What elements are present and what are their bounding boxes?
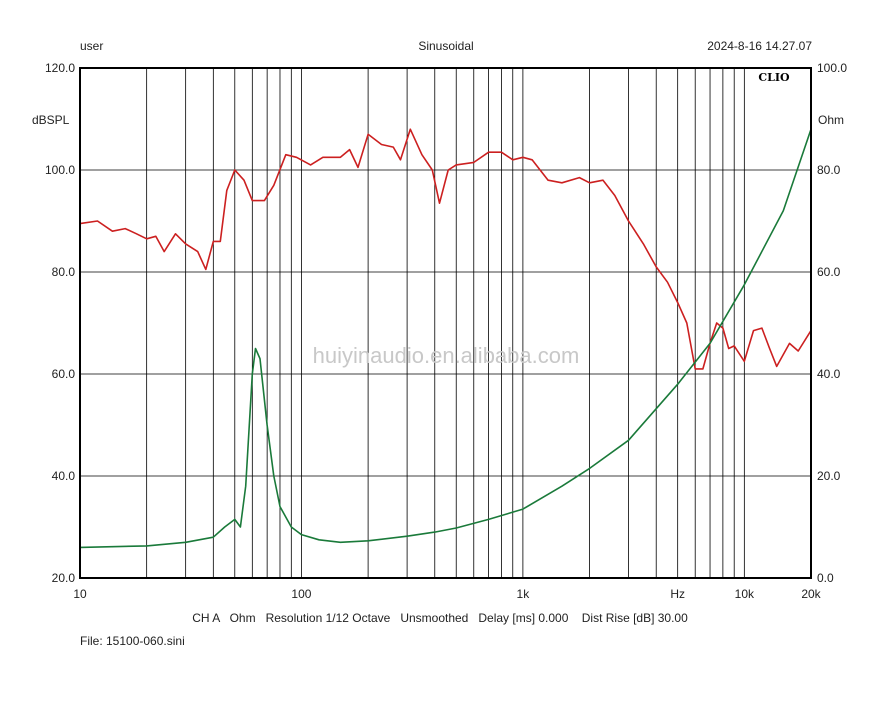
impedance-curve	[79, 128, 812, 549]
header-datetime: 2024-8-16 14.27.07	[707, 39, 812, 53]
x-tick-label: 100	[291, 587, 311, 601]
x-tick-label: 20k	[801, 587, 821, 601]
x-tick-label: Hz	[670, 587, 685, 601]
y2-tick-label: 100.0	[817, 61, 847, 75]
plot-frame	[79, 67, 812, 579]
header-user: user	[80, 39, 103, 53]
y-tick-label: 40.0	[52, 469, 76, 483]
y2-tick-label: 20.0	[817, 469, 841, 483]
y-tick-label: 60.0	[52, 367, 76, 381]
y2-tick-label: 80.0	[817, 163, 841, 177]
y-tick-label: 20.0	[52, 571, 76, 585]
footer-file: File: 15100-060.sini	[80, 634, 185, 648]
x-tick-label: 10k	[735, 587, 755, 601]
clio-logo: CLIO	[758, 71, 790, 84]
spl-curve	[79, 128, 812, 370]
y-axis-label: dBSPL	[32, 113, 70, 127]
y2-tick-label: 60.0	[817, 265, 841, 279]
y2-tick-label: 40.0	[817, 367, 841, 381]
grid	[80, 68, 811, 578]
x-tick-label: 10	[73, 587, 87, 601]
tick-labels: 20.0 40.0 60.0 80.0 100.0 120.0 0.0 20.0 40.0 60.…	[45, 61, 847, 601]
x-tick-label: 1k	[517, 587, 531, 601]
y-tick-label: 100.0	[45, 163, 75, 177]
footer-settings: CH A Ohm Resolution 1/12 Octave Unsmooth…	[192, 611, 688, 625]
y-tick-label: 80.0	[52, 265, 76, 279]
watermark: huiyinaudio.en.alibaba.com	[313, 343, 580, 368]
y2-tick-label: 0.0	[817, 571, 834, 585]
y-tick-label: 120.0	[45, 61, 75, 75]
y2-axis-label: Ohm	[818, 113, 844, 127]
header-mode: Sinusoidal	[418, 39, 473, 53]
curves	[79, 128, 812, 549]
logo-bg	[752, 70, 794, 85]
